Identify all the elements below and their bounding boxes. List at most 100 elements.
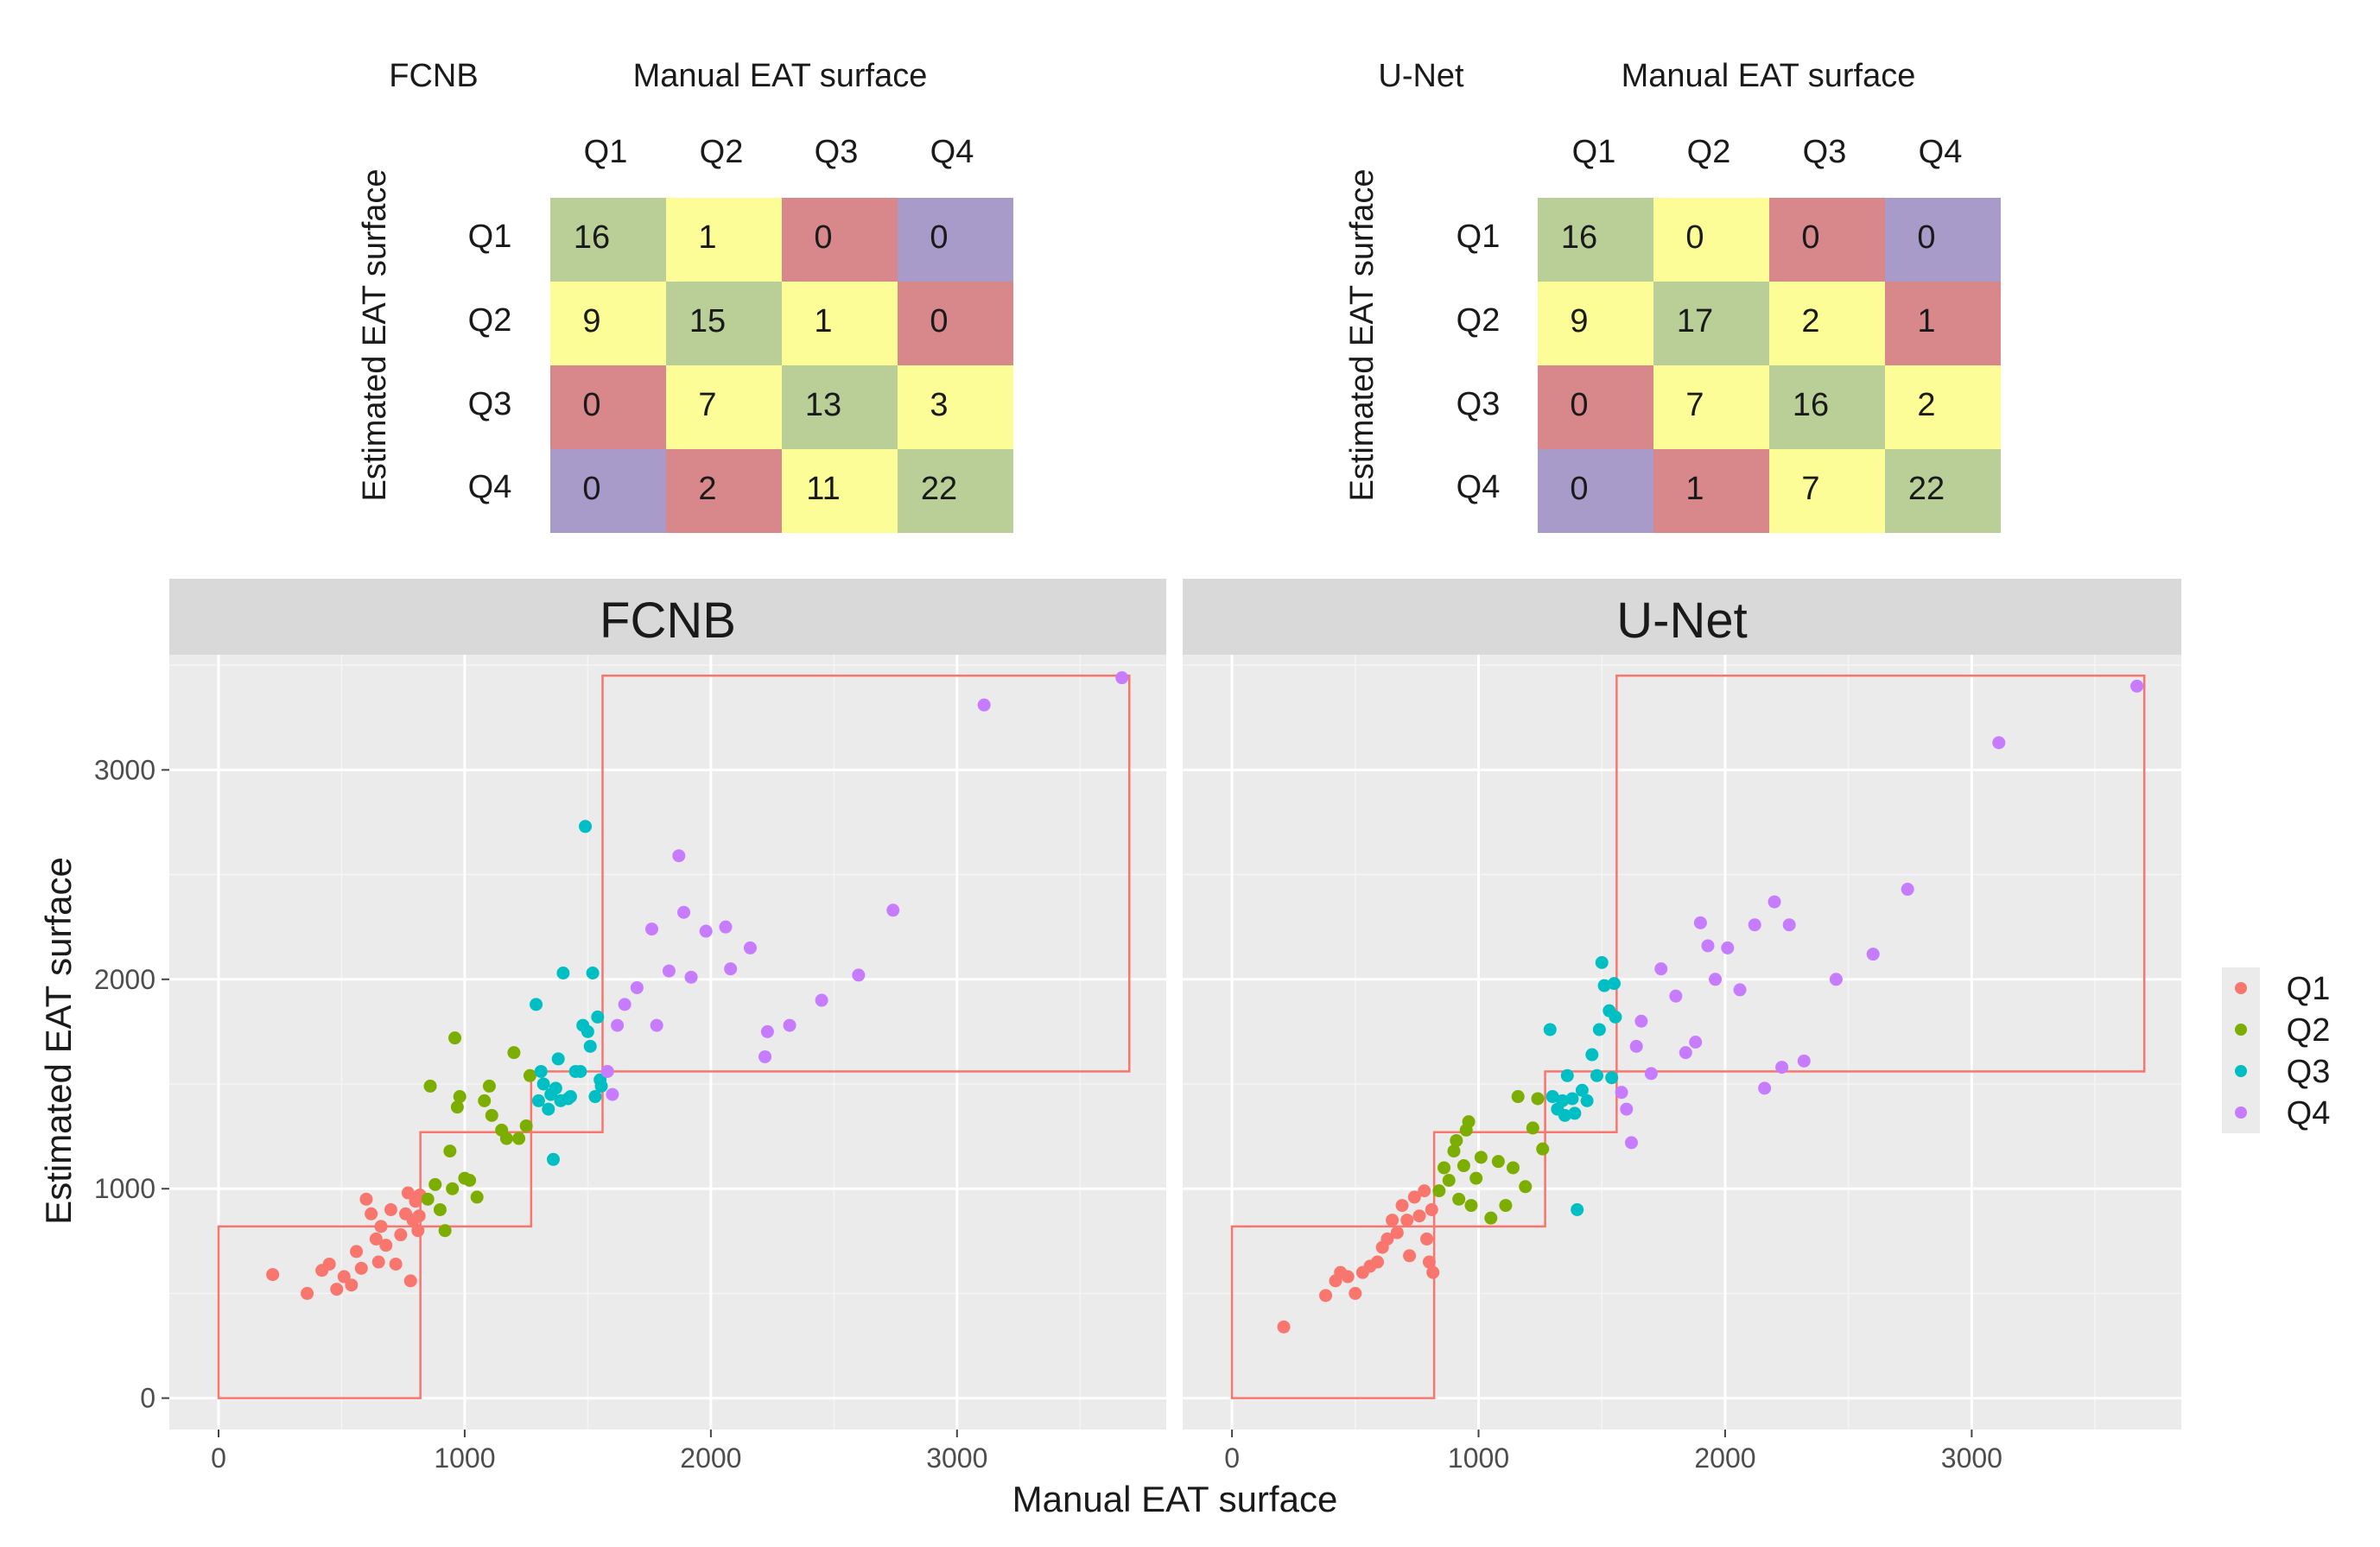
data-point-q4 [760, 1024, 774, 1038]
matrix-cell-value: 11 [806, 471, 840, 507]
matrix-cell-value: 1 [1685, 471, 1704, 507]
data-point-q1 [374, 1220, 388, 1233]
data-point-q3 [549, 1081, 562, 1095]
data-point-q1 [350, 1245, 364, 1259]
data-point-q3 [581, 1024, 594, 1038]
data-point-q4 [1634, 1014, 1648, 1028]
data-point-q3 [556, 966, 570, 980]
matrix-cell [898, 282, 1013, 365]
matrix-cell-value: 7 [1685, 387, 1704, 423]
matrix-col-label: Q4 [1919, 134, 1963, 170]
data-point-q4 [1679, 1046, 1692, 1060]
data-point-q4 [1115, 671, 1129, 685]
quartile-box [601, 674, 1131, 1073]
data-point-q3 [1560, 1068, 1574, 1082]
data-point-q1 [1407, 1190, 1421, 1204]
data-point-q2 [443, 1144, 457, 1158]
panel-title: U-Net [1616, 593, 1747, 649]
data-point-q1 [384, 1202, 397, 1216]
matrix-cell [898, 198, 1013, 282]
matrix-col-title: Manual EAT surface [1622, 58, 1916, 94]
data-point-q2 [428, 1177, 442, 1191]
data-point-q4 [1829, 973, 1843, 986]
data-point-q4 [699, 924, 713, 938]
matrix-name: FCNB [389, 58, 478, 94]
data-point-q3 [1545, 1090, 1559, 1104]
legend-dot-q1 [2235, 982, 2247, 994]
matrix-row-label: Q2 [468, 302, 512, 339]
confusion-matrix-fcnb: FCNB Manual EAT surface Estimated EAT su… [357, 58, 1013, 533]
data-point-q4 [1748, 918, 1761, 932]
data-point-q2 [1452, 1192, 1466, 1206]
data-point-q1 [1400, 1214, 1414, 1227]
data-point-q4 [1775, 1061, 1789, 1075]
data-point-q2 [453, 1090, 466, 1104]
data-point-q1 [330, 1283, 344, 1297]
legend-label: Q1 [2287, 971, 2331, 1007]
data-point-q4 [606, 1087, 619, 1101]
data-point-q1 [1412, 1209, 1426, 1223]
x-tick-label: 0 [211, 1442, 226, 1474]
data-point-q1 [1418, 1184, 1431, 1198]
matrix-cell-value: 0 [1917, 219, 1935, 256]
matrix-cell [1653, 198, 1769, 282]
matrix-cell [1538, 198, 1653, 282]
data-point-q4 [1624, 1136, 1638, 1150]
matrix-cell [782, 198, 898, 282]
data-point-q2 [1462, 1115, 1476, 1129]
data-point-q1 [1277, 1320, 1291, 1334]
data-point-q2 [1526, 1121, 1539, 1135]
x-axis-fcnb: 0 1000 2000 3000 [211, 1430, 987, 1474]
matrix-cell [666, 449, 782, 533]
data-point-q3 [583, 1039, 597, 1053]
matrix-col-label: Q3 [815, 134, 859, 170]
matrix-cell-value: 22 [921, 471, 957, 507]
data-point-q2 [1506, 1161, 1520, 1175]
data-point-q1 [1380, 1232, 1394, 1246]
data-point-q4 [1797, 1054, 1811, 1068]
matrix-cell [898, 365, 1013, 449]
data-point-q4 [650, 1018, 663, 1032]
data-point-q2 [1432, 1184, 1446, 1198]
matrix-cell [782, 365, 898, 449]
matrix-col-label: Q4 [930, 134, 974, 170]
data-point-q3 [591, 1010, 605, 1024]
data-point-q3 [1608, 977, 1622, 991]
data-point-q2 [1438, 1161, 1451, 1175]
data-point-q1 [401, 1186, 415, 1200]
data-point-q3 [574, 1064, 587, 1078]
matrix-name: U-Net [1378, 58, 1464, 94]
data-point-q1 [412, 1209, 426, 1223]
data-point-q2 [512, 1132, 526, 1145]
data-point-q2 [1457, 1159, 1470, 1173]
data-point-q3 [588, 1090, 602, 1104]
confusion-matrix-unet: U-Net Manual EAT surface Estimated EAT s… [1344, 58, 2001, 533]
data-point-q1 [354, 1261, 368, 1275]
quartile-box [419, 1131, 533, 1228]
data-point-q4 [644, 922, 658, 936]
data-point-q3 [1592, 1023, 1606, 1037]
data-point-q3 [547, 1152, 561, 1166]
data-point-q1 [345, 1278, 359, 1292]
data-point-q2 [450, 1100, 464, 1114]
matrix-cell [1653, 365, 1769, 449]
legend-label: Q3 [2287, 1054, 2331, 1090]
plot-area [1183, 655, 2181, 1430]
data-point-q2 [1469, 1171, 1483, 1185]
data-point-q1 [301, 1286, 314, 1300]
panel-fcnb: FCNB [169, 579, 1166, 1430]
x-tick-label: 1000 [1448, 1442, 1509, 1474]
data-point-q4 [600, 1064, 614, 1078]
plot-content [169, 655, 1166, 1430]
matrix-cell-value: 0 [1570, 387, 1588, 423]
matrix-cell [1769, 449, 1885, 533]
data-point-q3 [1585, 1048, 1599, 1062]
matrix-cell-value: 2 [1917, 387, 1935, 423]
data-point-q4 [1709, 973, 1723, 986]
matrix-cell-value: 16 [574, 219, 610, 256]
panel-unet: U-Net [1183, 579, 2181, 1430]
matrix-cell [1538, 449, 1653, 533]
data-point-q2 [1536, 1142, 1550, 1156]
legend: Q1 Q2 Q3 Q4 [2222, 967, 2330, 1133]
data-point-q3 [542, 1102, 555, 1116]
